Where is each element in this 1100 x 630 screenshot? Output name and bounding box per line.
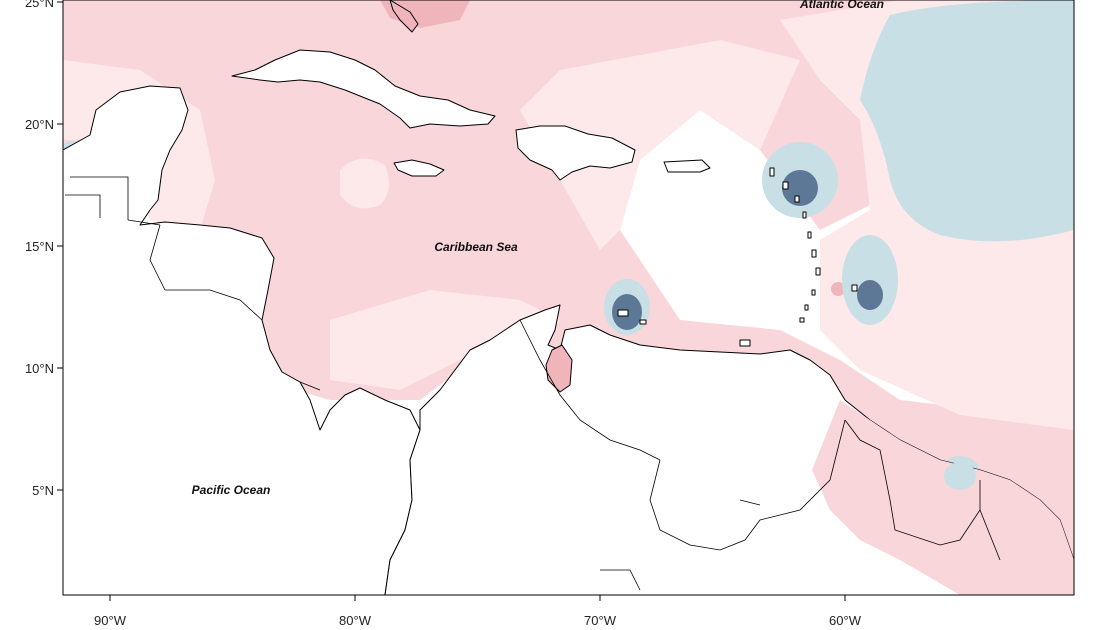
- y-tick-label: 5°N: [32, 483, 54, 498]
- x-tick-label: 80°W: [339, 613, 372, 628]
- negative-anomaly-barbados-core: [857, 280, 883, 310]
- country-borders: [65, 176, 1001, 591]
- pacific-ocean-label: Pacific Ocean: [192, 483, 271, 497]
- strong-positive-anomaly-spot: [831, 282, 845, 296]
- x-tick-label: 90°W: [94, 613, 127, 628]
- anomaly-field: [63, 0, 1074, 595]
- hispaniola: [515, 125, 636, 181]
- x-axis: 90°W 80°W 70°W 60°W: [94, 595, 862, 628]
- x-tick-label: 60°W: [829, 613, 862, 628]
- jamaica: [393, 159, 445, 177]
- plot-frame: [62, 0, 1075, 596]
- caribbean-sea-label: Caribbean Sea: [434, 240, 518, 254]
- lesser-antilles: [617, 167, 858, 347]
- florida-coast: [389, 0, 419, 33]
- cuba: [231, 49, 496, 129]
- y-tick-label: 25°N: [25, 0, 54, 10]
- negative-anomaly-leeward-core: [782, 170, 818, 206]
- y-tick-label: 20°N: [25, 117, 54, 132]
- x-tick-label: 70°W: [584, 613, 617, 628]
- y-tick-label: 10°N: [25, 361, 54, 376]
- puerto-rico: [663, 159, 711, 173]
- weak-positive-anomaly-region-south: [330, 290, 560, 390]
- atlantic-ocean-label: Atlantic Ocean: [799, 0, 884, 11]
- lake-maracaibo: [545, 344, 573, 393]
- weak-positive-anomaly-region: [520, 40, 800, 250]
- weak-positive-anomaly-spot: [340, 158, 389, 209]
- y-tick-label: 15°N: [25, 239, 54, 254]
- y-axis: 25°N 20°N 15°N 10°N 5°N: [25, 0, 63, 498]
- negative-anomaly-atlantic: [860, 0, 1074, 242]
- negative-anomaly-suriname-core: [944, 462, 976, 490]
